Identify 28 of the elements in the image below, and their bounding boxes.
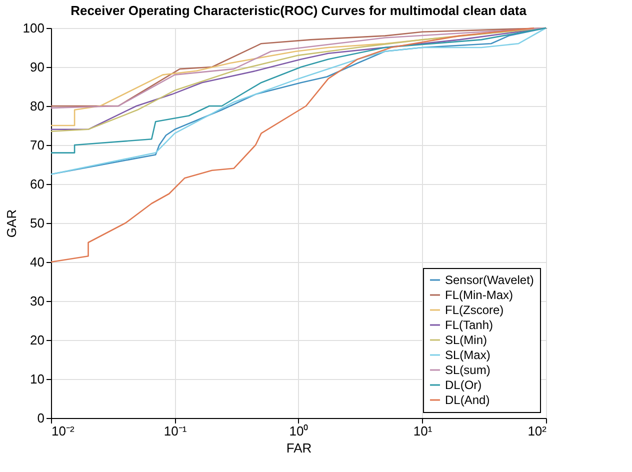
legend-label: SL(Max) [445, 348, 490, 362]
y-tick-label: 80 [30, 98, 44, 114]
chart-title: Receiver Operating Characteristic(ROC) Curves for multimodal clean data [70, 3, 528, 18]
legend-label: FL(Min-Max) [445, 288, 513, 302]
x-axis-title: FAR [286, 440, 312, 456]
y-tick-label: 40 [30, 254, 44, 270]
legend-label: DL(And) [445, 393, 490, 407]
y-tick-label: 30 [30, 294, 44, 308]
y-tick-label: 60 [30, 176, 44, 192]
x-tick-label: 10⁰ [289, 424, 309, 438]
y-tick-label: 100 [22, 20, 44, 36]
x-tick-label: 10⁻² [52, 424, 75, 438]
y-tick-label: 20 [30, 332, 44, 348]
y-tick-label: 50 [30, 216, 44, 230]
legend-label: FL(Zscore) [445, 303, 504, 317]
y-tick-label: 10 [30, 372, 44, 386]
legend-label: Sensor(Wavelet) [445, 273, 534, 287]
x-tick-label: 10⁻¹ [164, 424, 188, 438]
x-tick-label: 10² [528, 424, 548, 438]
y-axis-title: GAR [4, 209, 19, 238]
legend-label: DL(Or) [445, 378, 482, 392]
legend-label: SL(sum) [445, 363, 490, 377]
legend-label: FL(Tanh) [445, 318, 494, 332]
y-tick-label: 70 [30, 138, 44, 152]
y-tick-label: 90 [30, 60, 44, 74]
x-tick-label: 10¹ [413, 424, 433, 438]
legend-label: SL(Min) [445, 333, 488, 347]
y-tick-label: 0 [37, 410, 44, 426]
